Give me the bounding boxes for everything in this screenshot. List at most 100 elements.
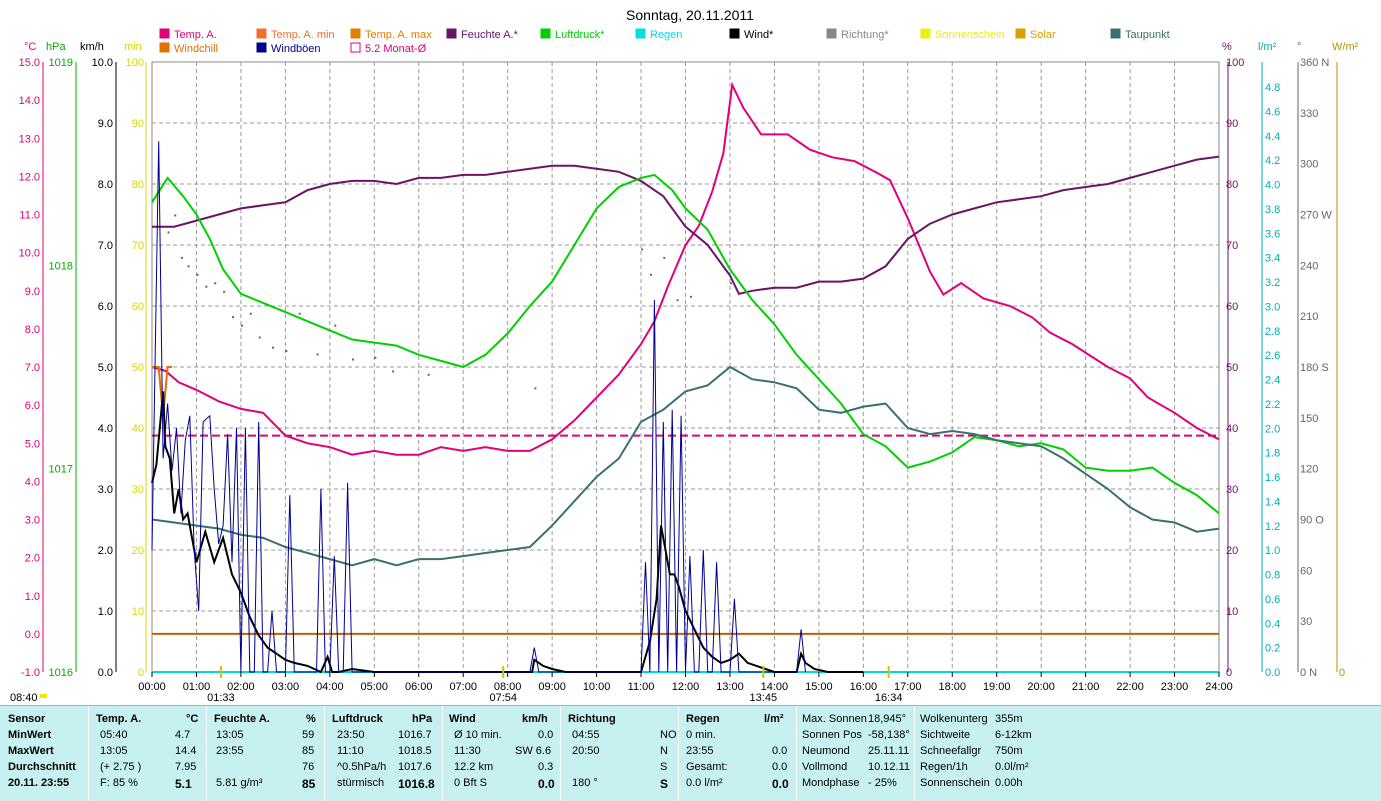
legend-swatch: [635, 28, 646, 39]
direction-value: N: [660, 745, 668, 757]
temp-value: 7.95: [175, 761, 197, 773]
wind-tick: 10.0: [92, 57, 113, 69]
header-rain: Regen: [686, 713, 720, 725]
rain-tick: 0.4: [1265, 618, 1280, 630]
rain-tick: 1.0: [1265, 545, 1280, 557]
sunmin-tick: 60: [132, 301, 144, 313]
wind-tick: 4.0: [98, 423, 113, 435]
astro-left-value: -58,138°: [868, 729, 910, 741]
direction-point: [180, 256, 183, 259]
astro-left-key: Max. Sonnen: [802, 713, 867, 725]
legend-label: Windchill: [174, 43, 218, 55]
x-tick-label: 06:00: [405, 681, 433, 693]
direction-point: [187, 265, 190, 268]
x-tick-label: 14:00: [761, 681, 789, 693]
direction-point: [729, 282, 732, 285]
humidity-tick: 10: [1226, 606, 1238, 618]
temp-value: 4.7: [175, 729, 191, 741]
temp-tick: 0.0: [25, 629, 40, 641]
sun-marker-label: 07:54: [489, 692, 517, 704]
direction-point: [240, 324, 243, 327]
pressure-value: 1017.6: [398, 761, 432, 773]
legend-label: Windböen: [271, 43, 321, 55]
direction-tick: 330: [1300, 108, 1318, 120]
sunmin-tick: 70: [132, 240, 144, 252]
humidity-tick: 50: [1226, 362, 1238, 374]
humidity-tick: 40: [1226, 423, 1238, 435]
chart-title: Sonntag, 20.11.2011: [626, 7, 754, 23]
direction-time: 180 °: [572, 777, 598, 789]
header-pressure-unit: hPa: [412, 713, 433, 725]
sunmin-tick: 20: [132, 545, 144, 557]
header-temp-unit: °C: [186, 713, 199, 725]
direction-tick: 30: [1300, 616, 1312, 628]
astro-left-value: 10.12.11: [868, 761, 911, 773]
rain-tick: 3.6: [1265, 228, 1280, 240]
sun-marker-label: 13:45: [750, 692, 778, 704]
legend-label: Temp. A. max: [365, 29, 432, 41]
pressure-value: 1016.8: [398, 777, 435, 791]
sunmin-tick: 10: [132, 606, 144, 618]
legend-swatch: [1110, 28, 1121, 39]
chart-grid: [151, 61, 1220, 673]
x-tick-label: 00:00: [138, 681, 166, 693]
legend-label: Richtung*: [841, 29, 889, 41]
wind-value: 0.0: [538, 777, 555, 791]
temp-value: 14.4: [175, 745, 197, 757]
rain-tick: 2.2: [1265, 399, 1280, 411]
legend-swatch: [446, 28, 457, 39]
x-tick-label: 20:00: [1027, 681, 1055, 693]
humidity-tick: 100: [1226, 57, 1244, 69]
legend-label: 5.2 Monat-Ø: [365, 43, 427, 55]
x-axis: 00:00 01:00 02:00 03:00 04:00 05:00 06:00 07:00…: [10, 666, 1233, 704]
row-label: MaxWert: [8, 745, 54, 757]
rain-tick: 2.4: [1265, 375, 1280, 387]
astro-left-value: 18,945°: [868, 713, 907, 725]
temp-time: 13:05: [100, 745, 128, 757]
temp-tick: 2.0: [25, 553, 40, 565]
direction-point: [334, 324, 337, 327]
sunmin-tick: 90: [132, 118, 144, 130]
pressure-time: stürmisch: [337, 777, 385, 789]
header-rain-unit: l/m²: [764, 713, 784, 725]
header-wind: Wind: [449, 713, 476, 725]
humidity-value: 85: [302, 777, 316, 791]
solar-tick: 0: [1339, 667, 1345, 679]
rain-label: 0.0 l/m²: [686, 777, 723, 789]
temp-tick: 6.0: [25, 400, 40, 412]
direction-point: [223, 290, 226, 293]
direction-point: [249, 312, 252, 315]
direction-point: [205, 285, 208, 288]
temp-tick: 12.0: [19, 171, 40, 183]
series-line: [152, 155, 1220, 295]
header-wind-unit: km/h: [522, 713, 548, 725]
pressure-tick: 1016: [49, 667, 73, 679]
legend-label: Solar: [1030, 29, 1056, 41]
series-line: [151, 365, 1220, 567]
wind-label: 11:30: [454, 745, 481, 757]
direction-time: 20:50: [572, 745, 600, 757]
direction-tick: 90 O: [1300, 515, 1324, 527]
astro-right-key: Sonnenschein: [920, 777, 990, 789]
rain-tick: 2.8: [1265, 326, 1280, 338]
rain-tick: 0.6: [1265, 594, 1280, 606]
rain-value: 0.0: [772, 745, 788, 757]
x-tick-label: 16:00: [850, 681, 878, 693]
temp-tick: 4.0: [25, 476, 40, 488]
chart-axes: °C hPa km/h min% l/m² ° W/m² 15.0 14.0 13.0 12.0 11…: [19, 41, 1359, 679]
humidity-value: 59: [302, 729, 315, 741]
rain-tick: 0.2: [1265, 643, 1280, 655]
start-sun-icon: [40, 694, 47, 698]
rain-tick: 1.8: [1265, 448, 1280, 460]
rain-value: 0.0: [772, 777, 789, 791]
x-tick-label: 23:00: [1161, 681, 1189, 693]
direction-point: [534, 387, 537, 390]
x-tick-label: 05:00: [361, 681, 389, 693]
temp-tick: 15.0: [19, 57, 40, 69]
series-line: [152, 366, 172, 417]
legend-label: Feuchte A.*: [461, 29, 519, 41]
start-label: 08:40: [10, 692, 38, 704]
x-tick-label: 18:00: [938, 681, 966, 693]
legend-swatch: [920, 28, 931, 39]
direction-point: [174, 214, 177, 217]
